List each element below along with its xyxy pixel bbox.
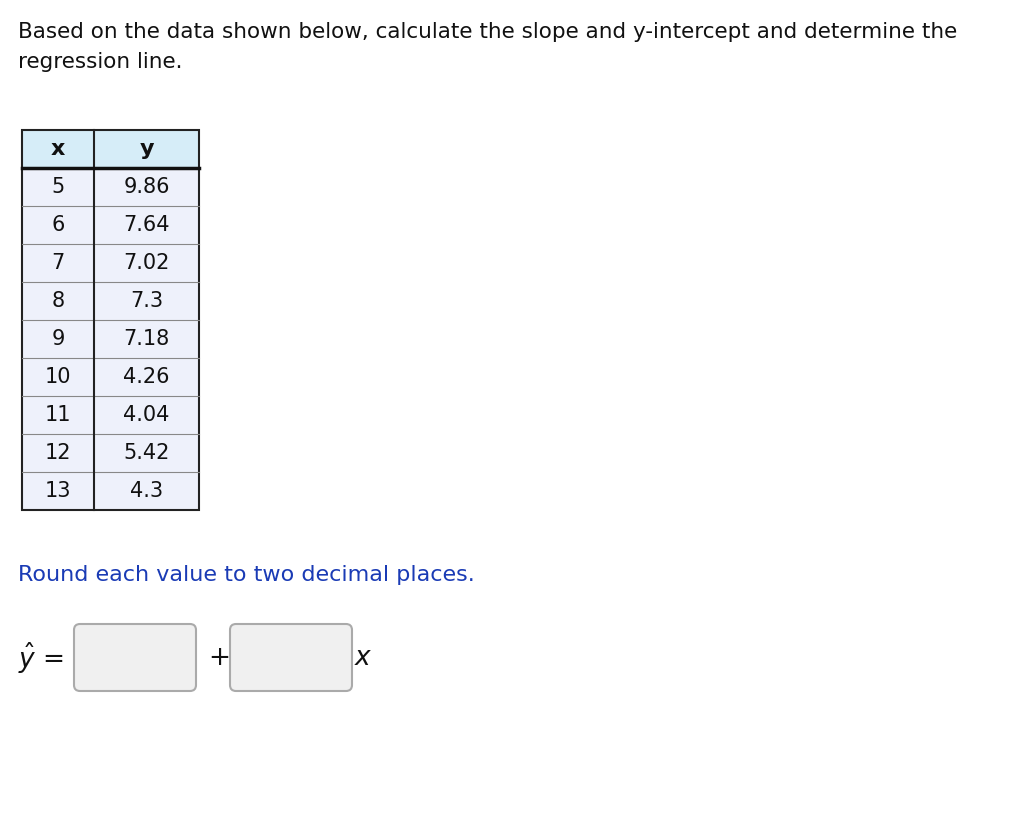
Text: $x$: $x$ bbox=[354, 645, 373, 671]
Text: 9.86: 9.86 bbox=[123, 177, 170, 197]
Text: 9: 9 bbox=[51, 329, 65, 349]
Text: 10: 10 bbox=[45, 367, 72, 387]
Bar bbox=[22, 396, 199, 434]
Text: 13: 13 bbox=[45, 481, 72, 501]
Text: 7: 7 bbox=[51, 253, 65, 273]
Text: 11: 11 bbox=[45, 405, 72, 425]
Bar bbox=[22, 206, 199, 244]
Text: 5.42: 5.42 bbox=[123, 443, 170, 463]
Bar bbox=[22, 472, 199, 510]
Text: $\hat{y}$ =: $\hat{y}$ = bbox=[18, 640, 63, 676]
Bar bbox=[22, 244, 199, 282]
Text: Round each value to two decimal places.: Round each value to two decimal places. bbox=[18, 565, 475, 585]
Bar bbox=[22, 434, 199, 472]
Bar bbox=[22, 282, 199, 320]
Text: 6: 6 bbox=[51, 215, 65, 235]
Text: 4.3: 4.3 bbox=[130, 481, 163, 501]
Text: 4.04: 4.04 bbox=[123, 405, 170, 425]
Text: Based on the data shown below, calculate the slope and y-intercept and determine: Based on the data shown below, calculate… bbox=[18, 22, 957, 42]
Text: 7.64: 7.64 bbox=[123, 215, 170, 235]
FancyBboxPatch shape bbox=[230, 624, 352, 691]
Text: regression line.: regression line. bbox=[18, 52, 182, 72]
Text: 4.26: 4.26 bbox=[123, 367, 170, 387]
Bar bbox=[22, 358, 199, 396]
Text: x: x bbox=[51, 139, 66, 159]
Text: 7.02: 7.02 bbox=[123, 253, 170, 273]
Bar bbox=[22, 168, 199, 206]
Bar bbox=[22, 320, 199, 358]
Bar bbox=[22, 130, 199, 168]
Bar bbox=[22, 130, 199, 510]
FancyBboxPatch shape bbox=[74, 624, 196, 691]
Text: 5: 5 bbox=[51, 177, 65, 197]
Text: 12: 12 bbox=[45, 443, 72, 463]
Text: 7.3: 7.3 bbox=[130, 291, 163, 311]
Text: 8: 8 bbox=[51, 291, 65, 311]
Text: +: + bbox=[208, 645, 230, 671]
Text: 7.18: 7.18 bbox=[123, 329, 170, 349]
Text: y: y bbox=[139, 139, 154, 159]
